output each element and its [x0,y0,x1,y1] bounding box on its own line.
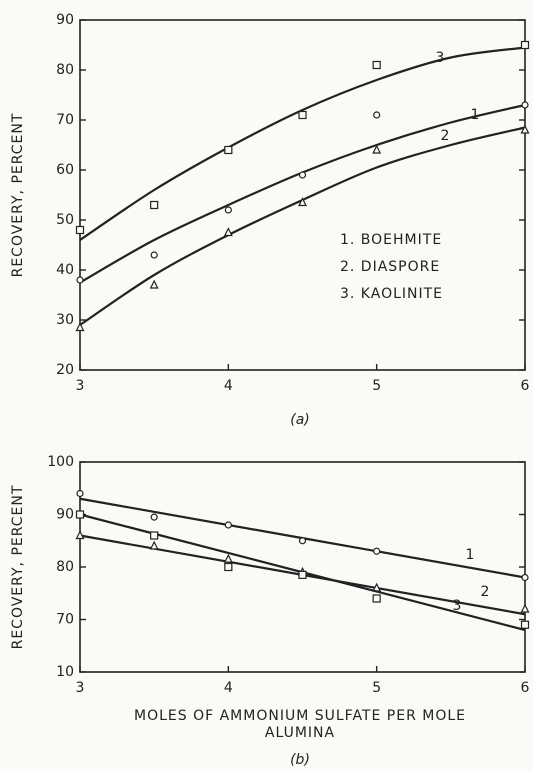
marker [298,197,307,207]
y-tick-label: 50 [56,212,74,228]
marker [521,573,529,582]
marker [298,171,307,179]
y-tick-label: 20 [56,362,74,378]
y-tick-label: 90 [56,12,74,28]
marker [224,521,232,529]
y-tick-label: 40 [56,262,74,278]
fit-curve [79,126,526,326]
y-tick-label: 10 [56,664,74,680]
marker [520,40,530,50]
marker [520,603,530,613]
x-tick-label: 4 [224,378,233,394]
marker [149,279,159,289]
y-tick-label: 70 [56,112,74,128]
marker [150,531,159,540]
curve-label: 3 [436,50,445,66]
marker [75,530,85,540]
x-tick-label: 6 [521,378,530,394]
marker [224,145,233,155]
marker [520,620,530,629]
marker [298,570,307,579]
y-tick-label: 100 [47,454,74,470]
x-tick-label: 5 [372,680,381,696]
marker [372,594,381,603]
marker [372,144,382,154]
marker [223,227,233,237]
curve-label: 1 [466,547,475,563]
marker [149,540,159,550]
marker [521,101,529,109]
x-axis-label: ALUMINA [265,725,335,741]
y-axis-label: RECOVERY, PERCENT [10,485,26,650]
y-axis-label: RECOVERY, PERCENT [10,113,26,278]
marker [373,547,381,555]
curve-label: 2 [481,584,490,600]
marker [76,489,84,498]
marker [75,322,85,332]
plot-frame [79,19,526,371]
x-tick-label: 4 [224,680,233,696]
legend-label: 3. KAOLINITE [340,286,443,302]
marker [298,110,307,120]
marker [150,513,158,521]
legend-label: 1. BOEHMITE [340,232,442,248]
marker [298,537,307,545]
marker [75,225,85,235]
curve-label: 1 [471,107,480,123]
marker [224,562,233,572]
marker [372,60,381,70]
x-tick-label: 3 [76,378,85,394]
y-tick-label: 60 [56,162,74,178]
panel-caption: (a) [290,412,310,428]
x-axis-label: MOLES OF AMMONIUM SULFATE PER MOLE [134,708,466,724]
marker [520,124,530,134]
y-tick-label: 30 [56,312,74,328]
panel-caption: (b) [290,752,310,768]
curve-label: 3 [453,598,462,614]
marker [224,206,232,214]
marker [76,276,84,284]
y-tick-label: 90 [56,507,74,523]
x-tick-label: 3 [76,680,85,696]
marker [373,111,381,119]
y-tick-label: 70 [56,612,74,628]
x-tick-label: 6 [521,680,530,696]
y-tick-label: 80 [56,62,74,78]
marker [223,553,233,563]
legend-label: 2. DIASPORE [340,259,440,275]
marker [75,510,85,519]
marker [150,200,159,210]
y-tick-label: 80 [56,559,74,575]
curve-label: 2 [441,128,450,144]
x-tick-label: 5 [372,378,381,394]
marker [150,251,158,259]
